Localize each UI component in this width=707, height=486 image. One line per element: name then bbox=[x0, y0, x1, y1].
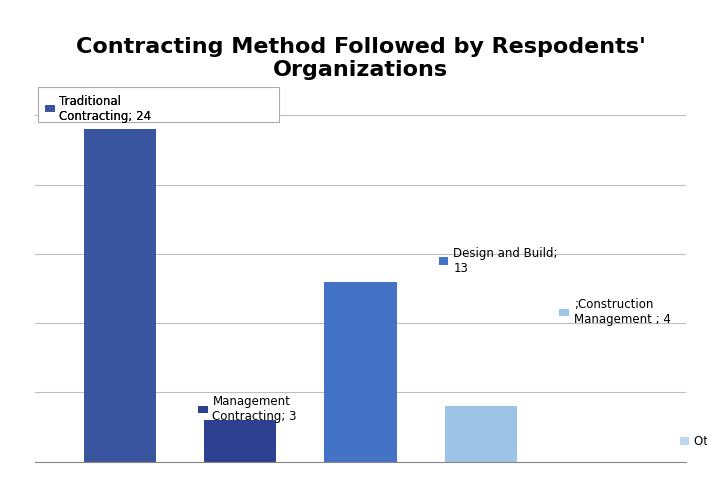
FancyBboxPatch shape bbox=[679, 437, 689, 445]
FancyBboxPatch shape bbox=[45, 105, 54, 112]
Text: ;Construction
Management ; 4: ;Construction Management ; 4 bbox=[574, 298, 671, 327]
Title: Contracting Method Followed by Respodents'
Organizations: Contracting Method Followed by Respodent… bbox=[76, 37, 645, 80]
FancyBboxPatch shape bbox=[439, 257, 448, 265]
Text: Management
Contracting; 3: Management Contracting; 3 bbox=[212, 396, 297, 423]
Text: Traditional
Contracting; 24: Traditional Contracting; 24 bbox=[59, 95, 151, 122]
FancyBboxPatch shape bbox=[45, 105, 54, 112]
Text: Design and Build;
13: Design and Build; 13 bbox=[453, 247, 558, 275]
Bar bbox=[204, 420, 276, 462]
FancyBboxPatch shape bbox=[198, 405, 208, 413]
FancyBboxPatch shape bbox=[37, 87, 279, 122]
Text: Traditional
Contracting; 24: Traditional Contracting; 24 bbox=[59, 95, 151, 122]
Text: Others; 0: Others; 0 bbox=[694, 435, 707, 448]
Bar bbox=[83, 129, 156, 462]
FancyBboxPatch shape bbox=[559, 309, 569, 316]
Bar bbox=[445, 406, 517, 462]
Bar bbox=[325, 281, 397, 462]
